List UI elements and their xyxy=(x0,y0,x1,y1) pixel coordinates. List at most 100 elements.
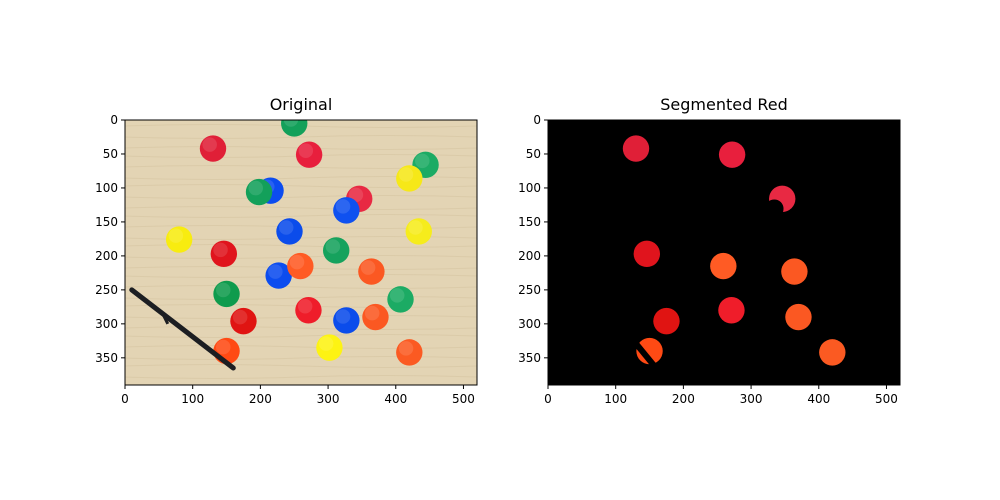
y-tick-label: 350 xyxy=(95,351,118,365)
chip-highlight xyxy=(297,299,313,314)
chip xyxy=(781,258,808,285)
chip xyxy=(295,297,322,324)
chip xyxy=(316,334,343,361)
chip xyxy=(165,226,193,253)
axes-frame xyxy=(547,119,901,386)
chip-highlight xyxy=(335,309,351,324)
chip xyxy=(276,218,303,245)
chip xyxy=(710,252,737,280)
y-tick-label: 250 xyxy=(518,283,541,297)
chip xyxy=(636,337,663,365)
y-tick-label: 150 xyxy=(518,215,541,229)
image-original xyxy=(124,119,478,386)
chip xyxy=(362,303,389,331)
x-tick-label: 500 xyxy=(875,392,898,406)
chip xyxy=(210,240,238,268)
x-tick-label: 500 xyxy=(452,392,475,406)
chip-highlight xyxy=(215,339,231,355)
y-tick-label: 300 xyxy=(95,317,118,331)
chip xyxy=(718,141,746,168)
x-tick-label: 0 xyxy=(121,392,129,406)
y-axis-segmented: 0 50 100 150 200 250 300 350 xyxy=(518,113,548,365)
x-tick-label: 200 xyxy=(249,392,272,406)
panel-segmented: Segmented Red 0 100 200 300 400 500 0 50 100 150… xyxy=(518,95,901,406)
chip xyxy=(281,120,308,137)
chip xyxy=(333,307,360,334)
chip-highlight xyxy=(232,309,248,325)
y-tick-label: 250 xyxy=(95,283,118,297)
x-tick-label: 300 xyxy=(317,392,340,406)
chip-highlight xyxy=(348,187,364,203)
chip xyxy=(287,252,314,280)
x-tick-label: 100 xyxy=(604,392,627,406)
wood-grain-line xyxy=(125,135,477,139)
image-segmented xyxy=(547,119,901,386)
y-tick-label: 150 xyxy=(95,215,118,229)
chip-highlight xyxy=(360,260,376,275)
wood-grain-line xyxy=(125,364,477,368)
y-tick-label: 100 xyxy=(518,181,541,195)
chip-highlight xyxy=(325,239,341,254)
wood-grain-line xyxy=(125,296,477,300)
chip-notch-mask xyxy=(765,199,784,218)
chip xyxy=(245,178,273,206)
wood-grain-line xyxy=(125,356,477,360)
y-tick-label: 350 xyxy=(518,351,541,365)
chip xyxy=(622,135,650,162)
panel-original: Original 0 100 200 300 400 500 0 50 100 150 200 25… xyxy=(95,95,478,406)
chip xyxy=(633,240,661,268)
axes-frame xyxy=(124,119,478,386)
wood-grain-line xyxy=(125,214,477,218)
wood-grain-line xyxy=(125,334,477,338)
chip xyxy=(199,135,227,162)
wood-grain-line xyxy=(125,375,477,379)
chip xyxy=(387,286,414,313)
x-axis-original: 0 100 200 300 400 500 xyxy=(121,385,475,406)
chip xyxy=(265,262,292,289)
pen-mask xyxy=(630,337,659,371)
chip-highlight xyxy=(248,180,263,196)
x-tick-label: 100 xyxy=(181,392,204,406)
x-tick-label: 200 xyxy=(672,392,695,406)
chip-highlight xyxy=(268,264,283,279)
pen xyxy=(129,287,236,371)
chip xyxy=(396,165,423,192)
chip xyxy=(653,307,680,335)
pen-clip xyxy=(160,311,170,325)
chip-highlight xyxy=(335,199,351,214)
chip xyxy=(295,141,323,168)
x-tick-label: 300 xyxy=(740,392,763,406)
chip xyxy=(396,339,423,366)
y-axis-original: 0 50 100 150 200 250 300 350 xyxy=(95,113,125,365)
chip xyxy=(333,197,360,224)
chip xyxy=(785,303,812,331)
wood-grain-line xyxy=(125,285,477,289)
chip-highlight xyxy=(213,242,228,258)
chip xyxy=(213,280,240,308)
chip-highlight xyxy=(414,153,430,169)
chip-highlight xyxy=(398,341,414,356)
wood-grain-line xyxy=(125,345,477,349)
y-tick-label: 0 xyxy=(110,113,118,127)
wood-grain-line xyxy=(125,195,477,199)
chip-highlight xyxy=(389,288,405,303)
chip xyxy=(230,307,257,335)
x-tick-label: 400 xyxy=(807,392,830,406)
chip-highlight xyxy=(408,220,423,235)
y-tick-label: 200 xyxy=(518,249,541,263)
x-axis-segmented: 0 100 200 300 400 500 xyxy=(544,385,898,406)
chip-highlight xyxy=(202,137,217,152)
wood-grain-line xyxy=(125,184,477,188)
chip-highlight xyxy=(364,305,380,321)
chip xyxy=(358,258,385,285)
panel-title-original: Original xyxy=(270,95,333,114)
chip-highlight xyxy=(398,167,414,182)
chip-highlight xyxy=(168,228,184,243)
y-tick-label: 50 xyxy=(526,147,541,161)
x-tick-label: 0 xyxy=(544,392,552,406)
chip xyxy=(405,218,432,245)
chip-highlight xyxy=(278,220,294,235)
chip xyxy=(819,339,846,366)
chip-highlight xyxy=(298,143,314,158)
